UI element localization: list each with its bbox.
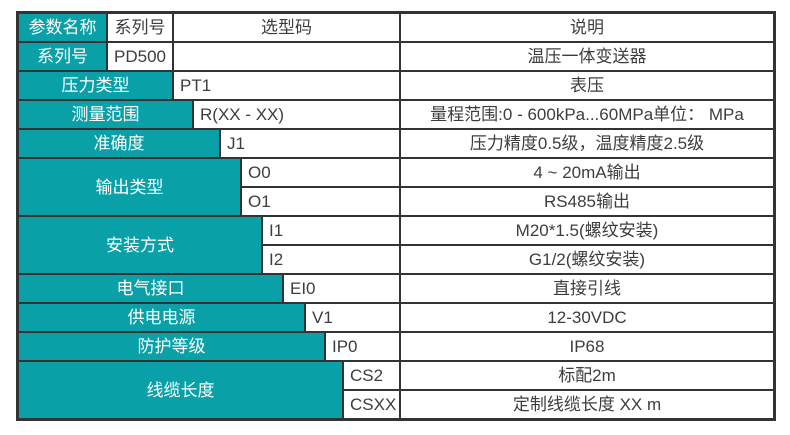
code-cell: IP0 (325, 332, 400, 361)
code-cell: V1 (305, 303, 400, 332)
table-row-output-type: 输出类型 O0 4 ~ 20mA输出 (18, 158, 774, 216)
code-cell: PD500 (107, 42, 173, 71)
table-row-pressure-type: 压力类型 PT1 表压 (18, 71, 774, 100)
desc-cell: 表压 (400, 71, 774, 100)
param-label-cell: 输出类型 (18, 158, 241, 216)
desc-cell: RS485输出 (400, 187, 774, 216)
table-row-mounting-2: I2 G1/2(螺纹安装) (18, 245, 774, 274)
code-cell: I2 (262, 245, 400, 274)
header-code-cell: 选型码 (173, 13, 400, 42)
header-desc-cell: 说明 (400, 13, 774, 42)
desc-cell: 温压一体变送器 (400, 42, 774, 71)
code-cell: O1 (241, 187, 400, 216)
desc-cell: 标配2m (400, 361, 774, 390)
code-cell: J1 (220, 129, 400, 158)
param-label-cell: 系列号 (18, 42, 107, 71)
desc-cell: M20*1.5(螺纹安装) (400, 216, 774, 245)
param-label-cell: 测量范围 (18, 100, 193, 129)
desc-cell: IP68 (400, 332, 774, 361)
code-cell: EI0 (283, 274, 400, 303)
code-cell: PT1 (173, 71, 400, 100)
param-label-cell: 供电电源 (18, 303, 305, 332)
table-row-cable-length: 线缆长度 CS2 标配2m (18, 361, 774, 419)
code-cell: R(XX - XX) (193, 100, 400, 129)
desc-cell: 12-30VDC (400, 303, 774, 332)
table-row-electrical-interface: 电气接口 EI0 直接引线 (18, 274, 774, 303)
desc-cell: 量程范围:0 - 600kPa...60MPa单位： MPa (400, 100, 774, 129)
desc-cell: 定制线缆长度 XX m (400, 390, 774, 419)
desc-cell: 4 ~ 20mA输出 (400, 158, 774, 187)
param-label-cell: 压力类型 (18, 71, 173, 100)
code-cell: CSXX (343, 390, 400, 419)
code-cell: I1 (262, 216, 400, 245)
table-row-output-type-2: O1 RS485输出 (18, 187, 774, 216)
product-selection-table: 参数名称 系列号 选型码 说明 系列号 PD500 温压一体变送器 压力类型 P… (16, 11, 776, 421)
header-param-cell: 参数名称 (18, 13, 107, 42)
table-header-row: 参数名称 系列号 选型码 说明 (18, 13, 774, 42)
code-cell: CS2 (343, 361, 400, 390)
param-label-cell: 准确度 (18, 129, 220, 158)
empty-code-cell (173, 42, 400, 71)
table-row-mounting: 安装方式 I1 M20*1.5(螺纹安装) (18, 216, 774, 274)
table-row-series: 系列号 PD500 温压一体变送器 (18, 42, 774, 71)
desc-cell: 直接引线 (400, 274, 774, 303)
param-label-cell: 安装方式 (18, 216, 262, 274)
table-row-protection-rating: 防护等级 IP0 IP68 (18, 332, 774, 361)
code-cell: O0 (241, 158, 400, 187)
param-label-cell: 线缆长度 (18, 361, 343, 419)
table-row-cable-length-2: CSXX 定制线缆长度 XX m (18, 390, 774, 419)
param-label-cell: 电气接口 (18, 274, 283, 303)
table-row-power-supply: 供电电源 V1 12-30VDC (18, 303, 774, 332)
table-row-measure-range: 测量范围 R(XX - XX) 量程范围:0 - 600kPa...60MPa单… (18, 100, 774, 129)
desc-cell: 压力精度0.5级，温度精度2.5级 (400, 129, 774, 158)
desc-cell: G1/2(螺纹安装) (400, 245, 774, 274)
param-label-cell: 防护等级 (18, 332, 325, 361)
table-row-accuracy: 准确度 J1 压力精度0.5级，温度精度2.5级 (18, 129, 774, 158)
header-series-cell: 系列号 (107, 13, 173, 42)
